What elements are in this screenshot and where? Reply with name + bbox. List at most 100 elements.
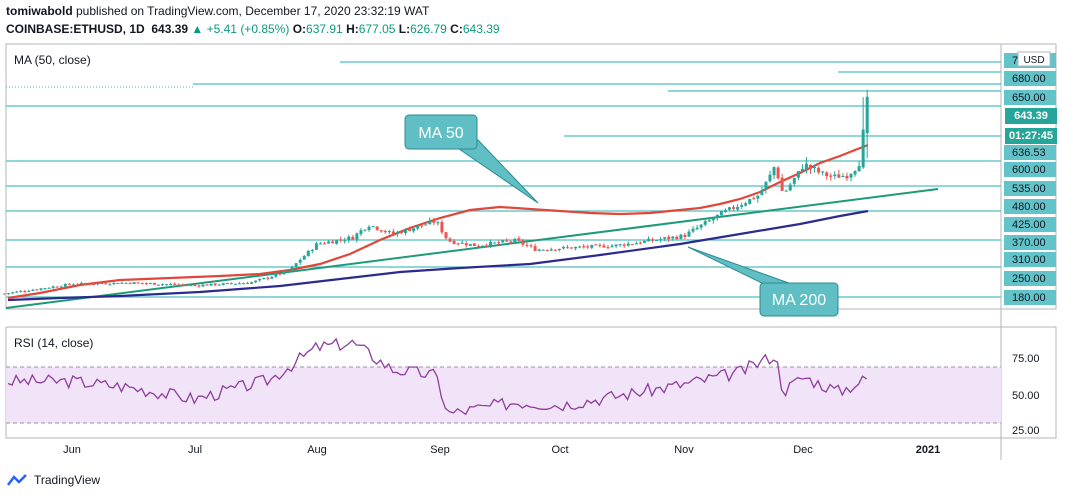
candle-body[interactable] xyxy=(250,282,254,284)
candle-body[interactable] xyxy=(209,283,213,286)
candle-body[interactable] xyxy=(270,276,274,279)
candle-body[interactable] xyxy=(59,286,63,288)
candle-body[interactable] xyxy=(853,171,857,175)
candle-body[interactable] xyxy=(351,236,355,240)
candle-body[interactable] xyxy=(31,289,35,291)
candle-body[interactable] xyxy=(181,284,185,286)
candle-body[interactable] xyxy=(784,190,788,192)
candle-body[interactable] xyxy=(399,232,403,234)
candle-body[interactable] xyxy=(428,220,432,225)
candle-body[interactable] xyxy=(719,211,723,216)
candle-body[interactable] xyxy=(213,283,217,286)
candle-body[interactable] xyxy=(63,284,67,287)
candle-body[interactable] xyxy=(590,244,594,248)
rsi-pane-legend[interactable]: RSI (14, close) xyxy=(14,336,93,350)
candle-body[interactable] xyxy=(104,283,108,285)
candle-body[interactable] xyxy=(574,246,578,249)
candle-body[interactable] xyxy=(837,174,841,178)
candle-body[interactable] xyxy=(808,164,812,170)
candle-body[interactable] xyxy=(246,283,250,285)
candle-body[interactable] xyxy=(327,241,331,244)
candle-body[interactable] xyxy=(132,282,136,284)
candle-body[interactable] xyxy=(432,220,436,223)
candle-body[interactable] xyxy=(47,287,51,289)
candle-body[interactable] xyxy=(727,207,731,210)
candle-body[interactable] xyxy=(804,163,808,169)
candle-body[interactable] xyxy=(857,165,861,172)
candle-body[interactable] xyxy=(513,238,517,243)
candle-body[interactable] xyxy=(525,244,529,246)
ma50-callout[interactable]: MA 50 xyxy=(404,114,539,204)
candle-body[interactable] xyxy=(565,247,569,249)
candle-body[interactable] xyxy=(416,225,420,229)
candle-body[interactable] xyxy=(788,184,792,191)
candle-body[interactable] xyxy=(318,243,322,245)
candle-body[interactable] xyxy=(331,241,335,244)
candle-body[interactable] xyxy=(748,198,752,204)
candle-body[interactable] xyxy=(39,288,43,290)
candle-body[interactable] xyxy=(343,240,347,242)
candle-body[interactable] xyxy=(225,282,229,284)
candle-body[interactable] xyxy=(274,273,278,277)
candle-body[interactable] xyxy=(436,222,440,224)
candle-body[interactable] xyxy=(800,168,804,172)
candle-body[interactable] xyxy=(420,225,424,227)
candle-body[interactable] xyxy=(549,249,553,251)
ma200-line[interactable] xyxy=(7,209,869,302)
candle-body[interactable] xyxy=(424,224,428,226)
candle-body[interactable] xyxy=(570,247,574,249)
candle-body[interactable] xyxy=(537,249,541,251)
candle-body[interactable] xyxy=(177,284,181,286)
candle-body[interactable] xyxy=(509,241,513,243)
candle-body[interactable] xyxy=(156,284,160,286)
candle-body[interactable] xyxy=(185,285,189,287)
candle-body[interactable] xyxy=(480,245,484,247)
candle-body[interactable] xyxy=(75,284,79,286)
candle-body[interactable] xyxy=(634,243,638,245)
candle-body[interactable] xyxy=(545,250,549,252)
candle-body[interactable] xyxy=(205,284,209,286)
candle-body[interactable] xyxy=(711,218,715,221)
candle-body[interactable] xyxy=(84,283,88,285)
candle-body[interactable] xyxy=(444,232,448,239)
candle-body[interactable] xyxy=(468,243,472,246)
candle-body[interactable] xyxy=(505,240,509,242)
candle-body[interactable] xyxy=(403,228,407,234)
candle-body[interactable] xyxy=(655,240,659,242)
candle-body[interactable] xyxy=(452,240,456,244)
candle-body[interactable] xyxy=(691,228,695,232)
candle-body[interactable] xyxy=(116,283,120,285)
candle-body[interactable] xyxy=(412,228,416,232)
candle-body[interactable] xyxy=(614,244,618,247)
candle-body[interactable] xyxy=(440,221,444,233)
candle-body[interactable] xyxy=(752,198,756,200)
candle-body[interactable] xyxy=(501,240,505,243)
candle-body[interactable] xyxy=(371,226,375,228)
candle-body[interactable] xyxy=(582,246,586,248)
candle-body[interactable] xyxy=(671,236,675,239)
candle-body[interactable] xyxy=(391,231,395,235)
candle-body[interactable] xyxy=(302,255,306,260)
candle-body[interactable] xyxy=(339,239,343,241)
ma200-callout[interactable]: MA 200 xyxy=(687,246,839,317)
candle-body[interactable] xyxy=(529,245,533,247)
candle-body[interactable] xyxy=(610,245,614,248)
candle-body[interactable] xyxy=(626,243,630,246)
candle-body[interactable] xyxy=(148,283,152,285)
candle-body[interactable] xyxy=(88,283,92,285)
candle-body[interactable] xyxy=(517,238,521,241)
candle-body[interactable] xyxy=(521,240,525,245)
candle-body[interactable] xyxy=(278,273,282,275)
candle-body[interactable] xyxy=(298,259,302,263)
candle-body[interactable] xyxy=(286,270,290,272)
candle-body[interactable] xyxy=(768,174,772,182)
candle-body[interactable] xyxy=(290,266,294,271)
candle-body[interactable] xyxy=(651,239,655,241)
candle-body[interactable] xyxy=(108,284,112,286)
candle-body[interactable] xyxy=(723,210,727,212)
candle-body[interactable] xyxy=(744,203,748,206)
candle-body[interactable] xyxy=(15,291,19,293)
ma50-line[interactable] xyxy=(7,143,869,300)
candle-body[interactable] xyxy=(19,290,23,292)
candle-body[interactable] xyxy=(845,175,849,179)
